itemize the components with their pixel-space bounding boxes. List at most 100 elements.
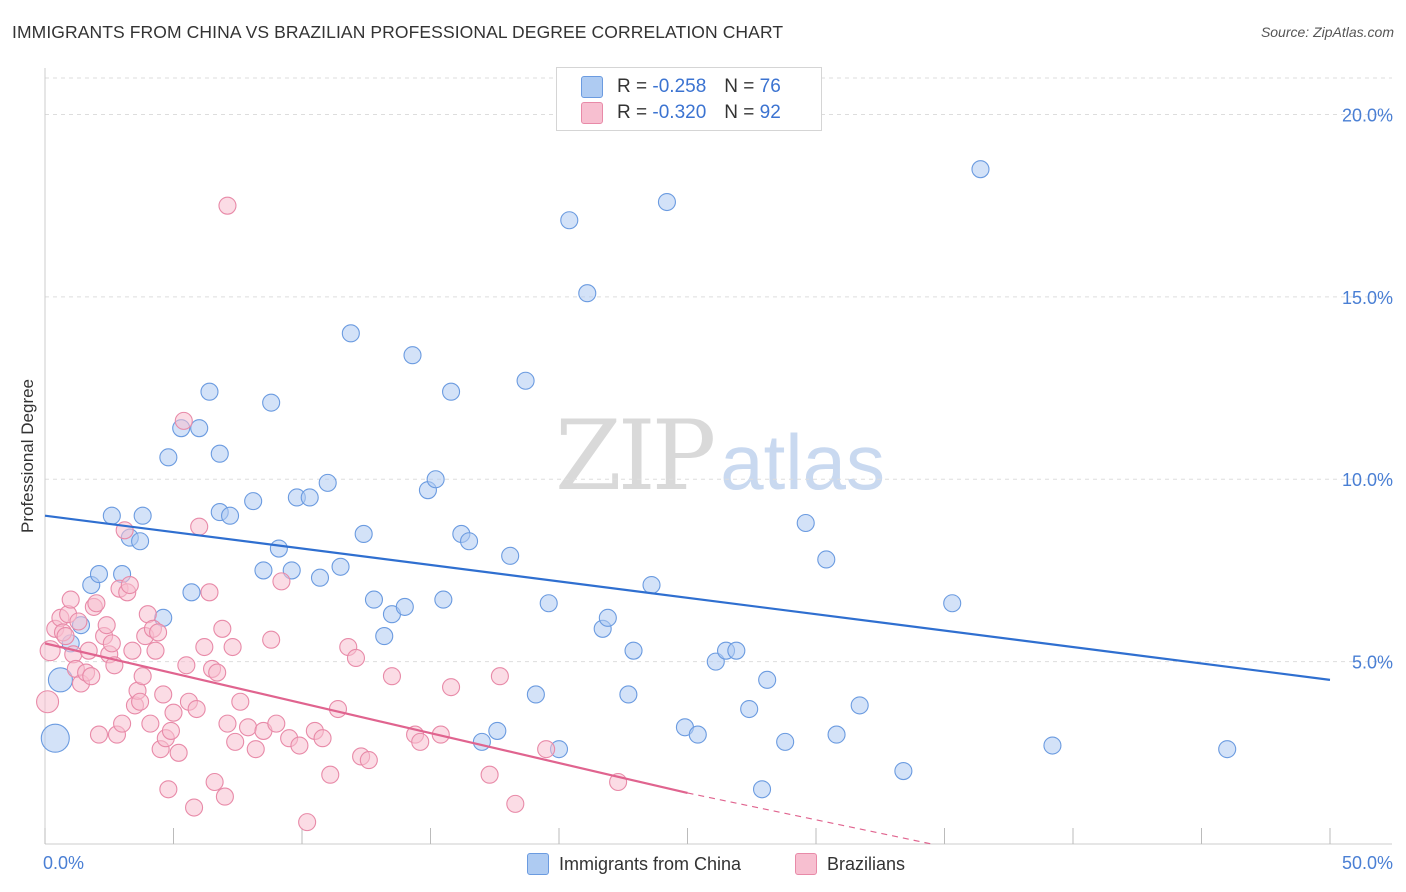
point-china	[210, 444, 229, 463]
point-china	[501, 546, 520, 565]
correlation-legend: R = -0.258 N = 76 R = -0.320 N = 92	[556, 67, 822, 131]
point-brazilian	[120, 575, 139, 595]
point-brazilian	[346, 648, 366, 668]
point-china	[472, 732, 491, 751]
bottom-legend-brazilians: Brazilians	[795, 852, 905, 876]
point-brazilian	[290, 736, 309, 755]
legend-row-brazilians: R = -0.320 N = 92	[581, 101, 781, 125]
point-brazilian	[442, 678, 461, 697]
point-china	[758, 670, 777, 689]
point-china	[1043, 736, 1062, 755]
point-brazilian	[131, 692, 150, 711]
legend-row-china: R = -0.258 N = 76	[581, 75, 781, 99]
point-china	[434, 590, 453, 609]
point-china	[89, 565, 109, 584]
point-brazilian	[490, 667, 509, 686]
point-china	[300, 488, 319, 507]
point-brazilian	[480, 765, 499, 784]
x-tick-label: 0.0%	[43, 853, 84, 873]
point-china	[131, 532, 150, 551]
point-brazilian	[154, 685, 173, 704]
trend-line-brazilians-extrapolated	[687, 792, 932, 845]
legend-n-value-china: 76	[759, 76, 781, 97]
point-brazilian	[218, 196, 237, 215]
point-china	[796, 513, 815, 533]
point-brazilian	[87, 594, 106, 613]
point-brazilian	[123, 641, 142, 660]
point-brazilian	[238, 718, 258, 737]
point-china	[102, 506, 121, 525]
point-brazilian	[161, 721, 180, 740]
legend-r-label-brazilians: R =	[617, 102, 648, 123]
point-china	[442, 382, 461, 401]
point-china	[598, 608, 617, 627]
point-china	[827, 725, 846, 744]
point-china	[262, 393, 281, 412]
point-brazilian	[149, 623, 168, 642]
point-brazilian	[321, 765, 340, 784]
bottom-legend-label-brazilians: Brazilians	[827, 853, 906, 874]
point-brazilian	[328, 699, 348, 719]
bottom-legend-swatch-china	[527, 853, 549, 875]
point-china	[310, 568, 330, 587]
point-brazilian	[146, 641, 165, 660]
y-tick-label: 5.0%	[1352, 653, 1393, 673]
point-brazilian	[79, 641, 98, 660]
point-brazilian	[61, 590, 80, 609]
point-china	[403, 346, 422, 365]
point-china	[318, 473, 337, 492]
bottom-legend-label-china: Immigrants from China	[559, 853, 742, 874]
point-china	[1218, 740, 1237, 759]
point-brazilian	[169, 743, 188, 762]
point-brazilian	[226, 732, 245, 751]
point-china	[182, 583, 201, 602]
point-china	[426, 470, 445, 489]
point-china	[516, 371, 535, 390]
point-china	[341, 324, 360, 343]
point-brazilian	[164, 703, 183, 722]
point-brazilian	[113, 714, 132, 733]
legend-n-label-brazilians: N =	[724, 102, 755, 123]
point-brazilian	[298, 813, 317, 832]
point-china	[526, 685, 545, 704]
watermark: ZIP atlas	[555, 400, 885, 512]
point-brazilian	[187, 699, 206, 719]
point-china	[354, 524, 373, 544]
point-china	[817, 550, 836, 569]
point-brazilian	[223, 637, 242, 657]
point-china	[850, 696, 869, 715]
point-brazilian	[208, 663, 227, 682]
legend-r-value-china: -0.258	[652, 76, 707, 97]
point-china	[220, 506, 240, 525]
point-brazilian	[141, 714, 160, 733]
point-brazilian	[246, 740, 265, 759]
point-brazilian	[382, 667, 402, 686]
point-china	[740, 699, 759, 719]
point-brazilian	[272, 572, 291, 591]
point-brazilian	[213, 619, 232, 638]
point-china	[254, 561, 273, 580]
point-china	[688, 725, 707, 744]
point-china	[619, 685, 638, 704]
point-china	[159, 448, 178, 467]
point-china	[624, 641, 643, 660]
point-brazilian	[177, 656, 196, 675]
point-china	[971, 160, 990, 179]
point-brazilian	[69, 612, 88, 631]
chart-title: IMMIGRANTS FROM CHINA VS BRAZILIAN PROFE…	[12, 22, 784, 42]
point-china	[578, 284, 597, 303]
point-china	[752, 780, 772, 799]
legend-r-value-brazilians: -0.320	[652, 102, 707, 123]
point-brazilian	[359, 751, 378, 770]
point-brazilian	[174, 411, 193, 430]
point-brazilian	[215, 787, 234, 806]
y-tick-label: 20.0%	[1342, 105, 1393, 125]
point-brazilian	[262, 630, 281, 649]
y-tick-label: 15.0%	[1342, 288, 1393, 308]
point-china	[488, 721, 507, 740]
point-china	[459, 532, 479, 551]
legend-n-value-brazilians: 92	[759, 102, 781, 123]
trend-line-brazilians	[44, 642, 688, 795]
legend-n-label-china: N =	[724, 76, 755, 97]
point-china	[47, 667, 73, 693]
